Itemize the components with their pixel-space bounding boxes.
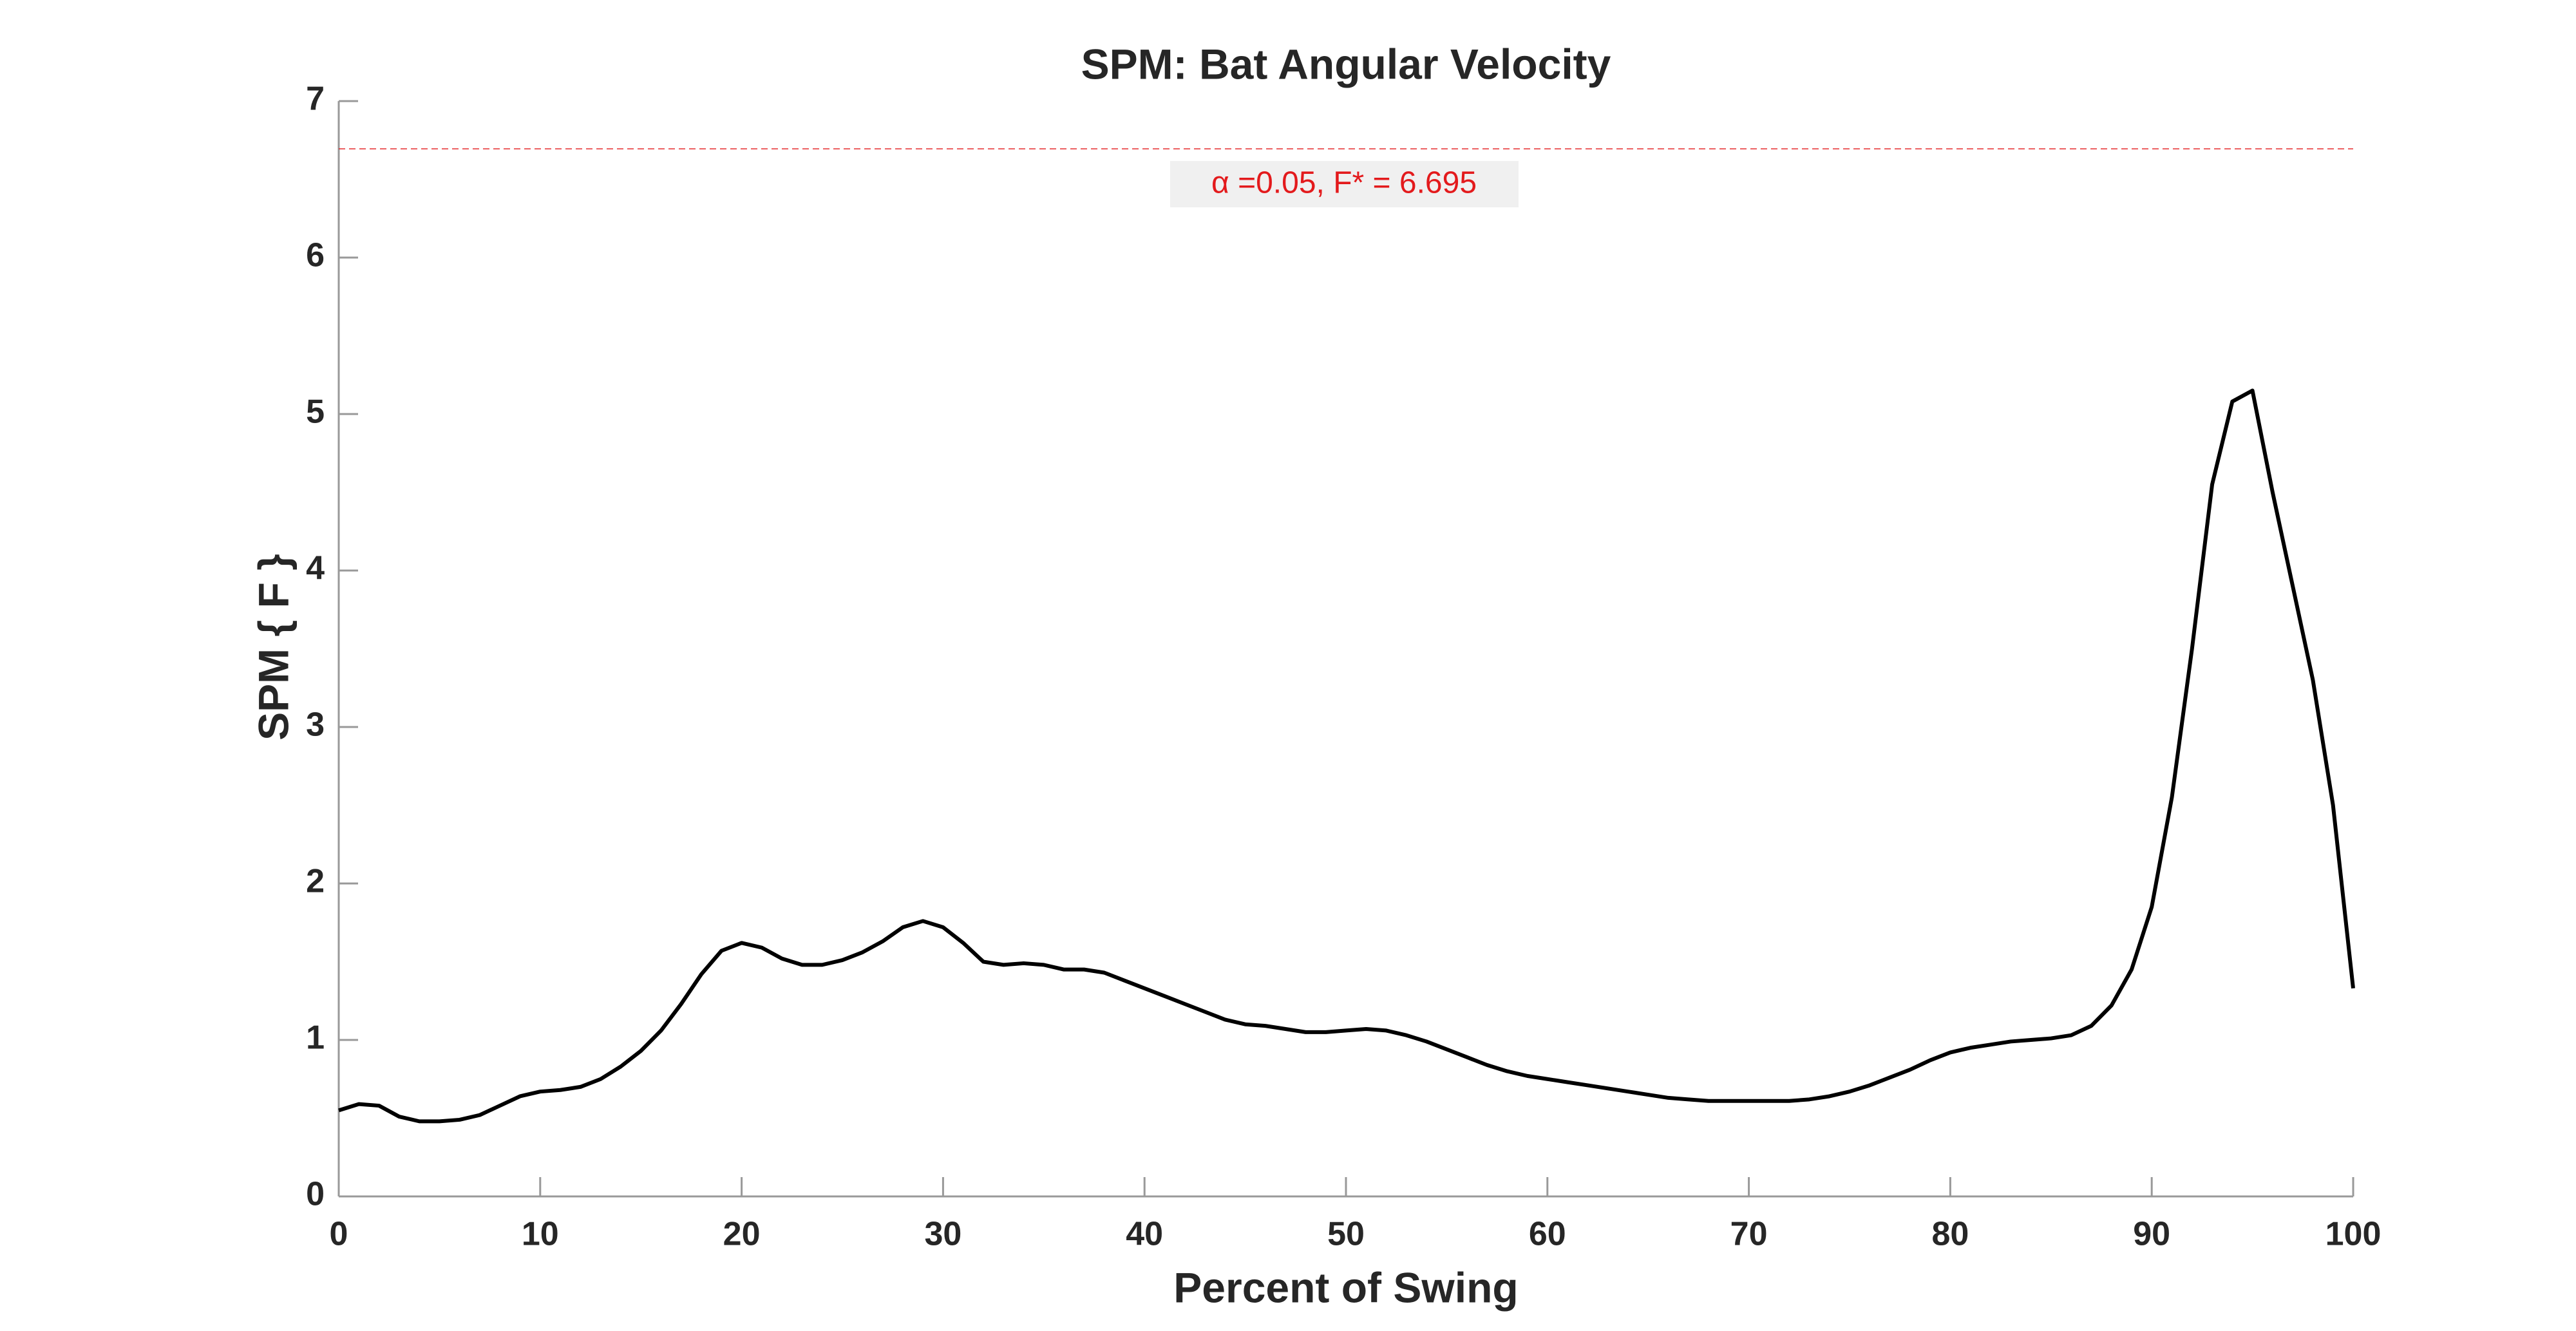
y-tick-label: 7 <box>306 80 325 118</box>
x-tick-label: 90 <box>2133 1216 2170 1253</box>
y-axis-label: SPM { F } <box>249 554 297 741</box>
chart-title: SPM: Bat Angular Velocity <box>1081 40 1611 88</box>
y-tick-label: 5 <box>306 393 325 431</box>
y-tick-label: 1 <box>306 1019 325 1057</box>
x-tick-label: 40 <box>1126 1216 1163 1253</box>
y-tick-label: 0 <box>306 1176 325 1213</box>
data-line <box>338 388 2355 1124</box>
x-tick-label: 20 <box>723 1216 761 1253</box>
y-tick-label: 6 <box>306 237 325 274</box>
y-tick-label: 3 <box>306 706 325 744</box>
x-axis-label: Percent of Swing <box>1173 1263 1518 1311</box>
y-tick-label: 2 <box>306 863 325 900</box>
x-tick-label: 50 <box>1327 1216 1365 1253</box>
y-tick-label: 4 <box>306 550 325 587</box>
x-tick-label: 10 <box>522 1216 559 1253</box>
x-tick-label: 60 <box>1529 1216 1566 1253</box>
threshold-label: α =0.05, F* = 6.695 <box>1211 166 1477 200</box>
x-tick-label: 30 <box>924 1216 961 1253</box>
x-tick-label: 0 <box>330 1216 348 1253</box>
x-tick-label: 80 <box>1931 1216 1969 1253</box>
x-tick-label: 70 <box>1730 1216 1768 1253</box>
annotation-box <box>1170 161 1519 207</box>
x-tick-label: 100 <box>2325 1216 2382 1253</box>
